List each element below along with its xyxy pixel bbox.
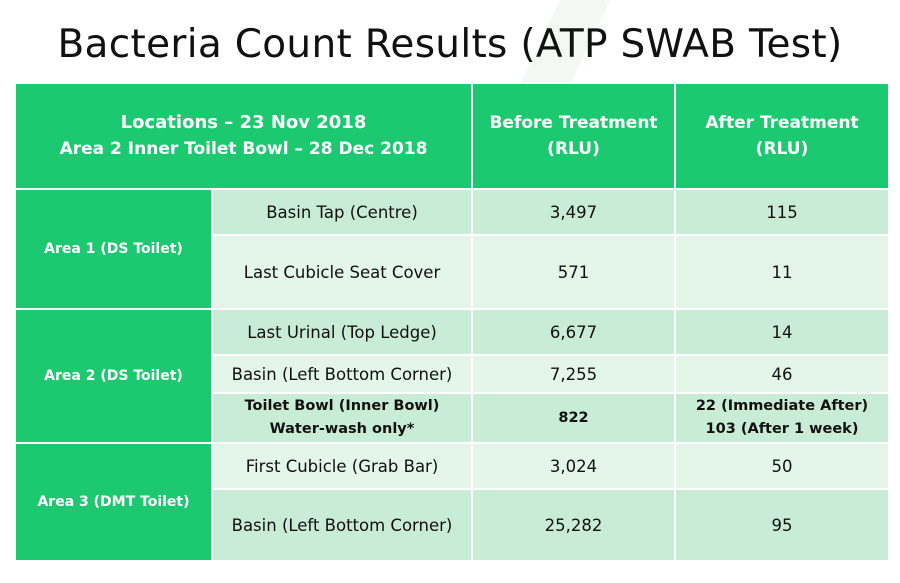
before-value: 822 [471, 392, 677, 444]
after-treatment-header: After Treatment (RLU) [674, 82, 891, 190]
results-table: Locations – 23 Nov 2018 Area 2 Inner Toi… [13, 82, 891, 562]
after-value: 115 [674, 188, 891, 236]
location-cell: Toilet Bowl (Inner Bowl) Water-wash only… [210, 392, 474, 444]
after-header-line1: After Treatment [705, 113, 859, 133]
after-header-line2: (RLU) [755, 139, 809, 159]
before-value: 7,255 [471, 354, 677, 394]
location-cell: First Cubicle (Grab Bar) [210, 442, 474, 490]
locations-header: Locations – 23 Nov 2018 Area 2 Inner Toi… [13, 82, 474, 190]
before-value: 25,282 [471, 488, 677, 562]
after-value: 11 [674, 234, 891, 310]
locations-header-line1: Locations – 23 Nov 2018 [120, 112, 367, 133]
location-cell: Basin (Left Bottom Corner) [210, 354, 474, 394]
table-row: Area 3 (DMT Toilet) First Cubicle (Grab … [14, 442, 891, 562]
table-row: Basin (Left Bottom Corner) 25,282 95 [15, 488, 891, 562]
before-value: 6,677 [471, 308, 677, 356]
after-value: 22 (Immediate After) 103 (After 1 week) [674, 392, 891, 444]
location-cell: Last Cubicle Seat Cover [210, 234, 474, 310]
after-value: 46 [674, 354, 891, 394]
table-row: Area 2 (DS Toilet) Last Urinal (Top Ledg… [14, 308, 891, 444]
before-header-line1: Before Treatment [489, 113, 658, 133]
before-value: 3,024 [471, 442, 677, 490]
table-row: Toilet Bowl (Inner Bowl) Water-wash only… [15, 392, 891, 444]
table-row: Basin (Left Bottom Corner) 7,255 46 [15, 354, 891, 394]
before-treatment-header: Before Treatment (RLU) [471, 82, 677, 190]
after-value: 14 [674, 308, 891, 356]
location-line1: Toilet Bowl (Inner Bowl) [244, 398, 440, 414]
table-row: Area 1 (DS Toilet) Basin Tap (Centre) 3,… [14, 188, 891, 310]
locations-header-line2: Area 2 Inner Toilet Bowl – 28 Dec 2018 [59, 139, 428, 159]
after-value: 95 [674, 488, 891, 562]
location-line2: Water-wash only* [269, 421, 415, 437]
location-cell: Last Urinal (Top Ledge) [210, 308, 474, 356]
after-line1: 22 (Immediate After) [695, 398, 869, 414]
location-cell: Basin (Left Bottom Corner) [210, 488, 474, 562]
area-label: Area 1 (DS Toilet) [14, 188, 213, 310]
before-value: 571 [471, 234, 677, 310]
page-title: Bacteria Count Results (ATP SWAB Test) [57, 22, 843, 67]
area-label: Area 2 (DS Toilet) [14, 308, 213, 444]
area-label: Area 3 (DMT Toilet) [14, 442, 213, 562]
location-cell: Basin Tap (Centre) [210, 188, 474, 236]
table-row: Last Cubicle Seat Cover 571 11 [15, 234, 891, 310]
before-value: 3,497 [471, 188, 677, 236]
before-header-line2: (RLU) [547, 139, 600, 159]
after-value: 50 [674, 442, 891, 490]
after-line2: 103 (After 1 week) [705, 421, 859, 437]
header-row: Locations – 23 Nov 2018 Area 2 Inner Toi… [13, 82, 891, 190]
